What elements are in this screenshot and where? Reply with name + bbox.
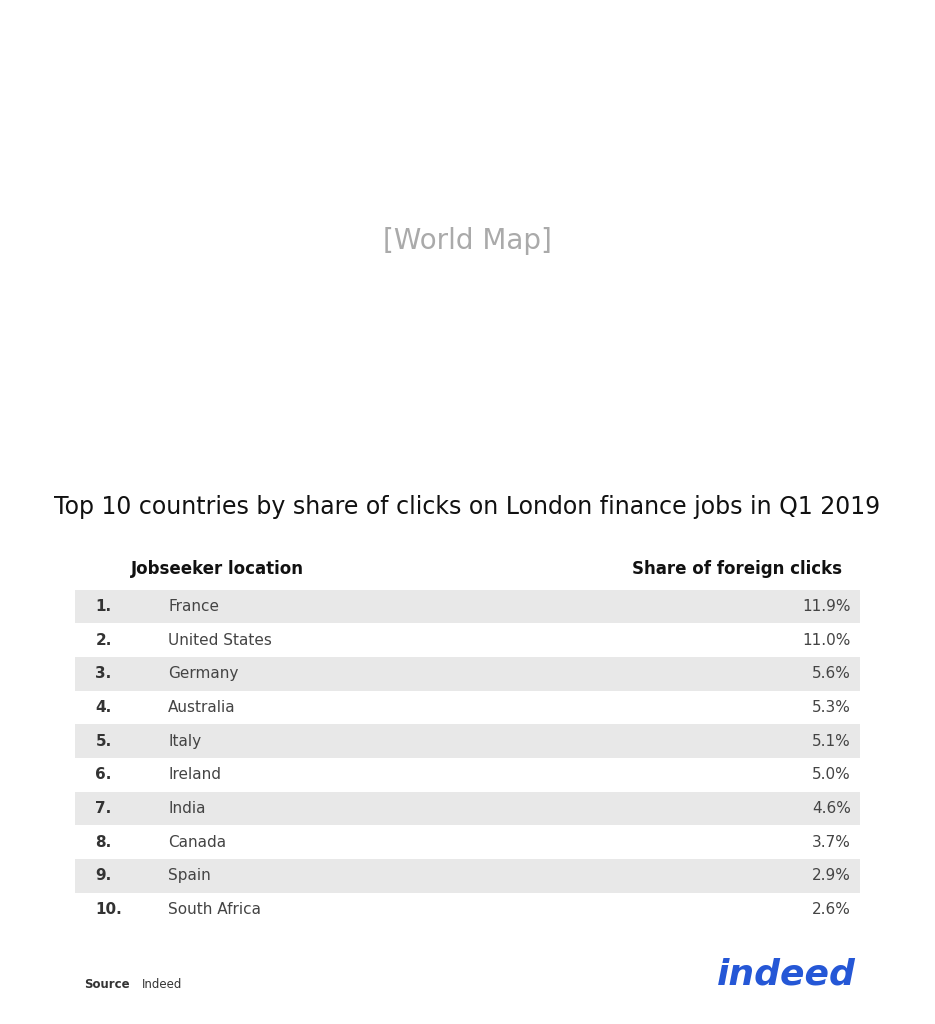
Text: Top 10 countries by share of clicks on London finance jobs in Q1 2019: Top 10 countries by share of clicks on L…: [54, 495, 881, 519]
Text: Jobseeker location: Jobseeker location: [131, 560, 304, 578]
Text: 2.6%: 2.6%: [812, 902, 851, 916]
Text: 5.0%: 5.0%: [813, 767, 851, 782]
Text: Ireland: Ireland: [168, 767, 222, 782]
Text: Canada: Canada: [168, 835, 226, 850]
Text: Spain: Spain: [168, 868, 211, 884]
Text: 10.: 10.: [95, 902, 122, 916]
Text: Indeed: Indeed: [142, 979, 182, 991]
Text: 11.0%: 11.0%: [802, 633, 851, 648]
Text: 7.: 7.: [95, 801, 111, 816]
Text: 5.: 5.: [95, 734, 111, 749]
Text: France: France: [168, 599, 220, 614]
Bar: [75, 859, 860, 893]
Bar: [75, 657, 860, 691]
Text: [World Map]: [World Map]: [383, 226, 552, 255]
Text: South Africa: South Africa: [168, 902, 261, 916]
Bar: [75, 624, 860, 657]
Text: 8.: 8.: [95, 835, 111, 850]
Text: 6.: 6.: [95, 767, 112, 782]
Text: 3.: 3.: [95, 667, 111, 681]
Text: 5.6%: 5.6%: [812, 667, 851, 681]
Bar: [75, 691, 860, 724]
Text: 2.9%: 2.9%: [812, 868, 851, 884]
Text: 4.6%: 4.6%: [812, 801, 851, 816]
Bar: [75, 893, 860, 927]
Bar: [75, 825, 860, 859]
Text: 4.: 4.: [95, 700, 111, 715]
Bar: [75, 792, 860, 825]
Text: Italy: Italy: [168, 734, 201, 749]
Text: 9.: 9.: [95, 868, 111, 884]
Bar: [75, 590, 860, 624]
Text: 2.: 2.: [95, 633, 112, 648]
Text: United States: United States: [168, 633, 272, 648]
Text: Australia: Australia: [168, 700, 236, 715]
Text: Source: Source: [84, 979, 130, 991]
Text: 3.7%: 3.7%: [812, 835, 851, 850]
Text: India: India: [168, 801, 206, 816]
Text: 1.: 1.: [95, 599, 111, 614]
Text: Share of foreign clicks: Share of foreign clicks: [631, 560, 842, 578]
Text: indeed: indeed: [716, 957, 856, 991]
Text: Germany: Germany: [168, 667, 238, 681]
Bar: [75, 758, 860, 792]
Text: 5.1%: 5.1%: [813, 734, 851, 749]
Text: 11.9%: 11.9%: [802, 599, 851, 614]
Bar: [75, 724, 860, 758]
Text: 5.3%: 5.3%: [812, 700, 851, 715]
